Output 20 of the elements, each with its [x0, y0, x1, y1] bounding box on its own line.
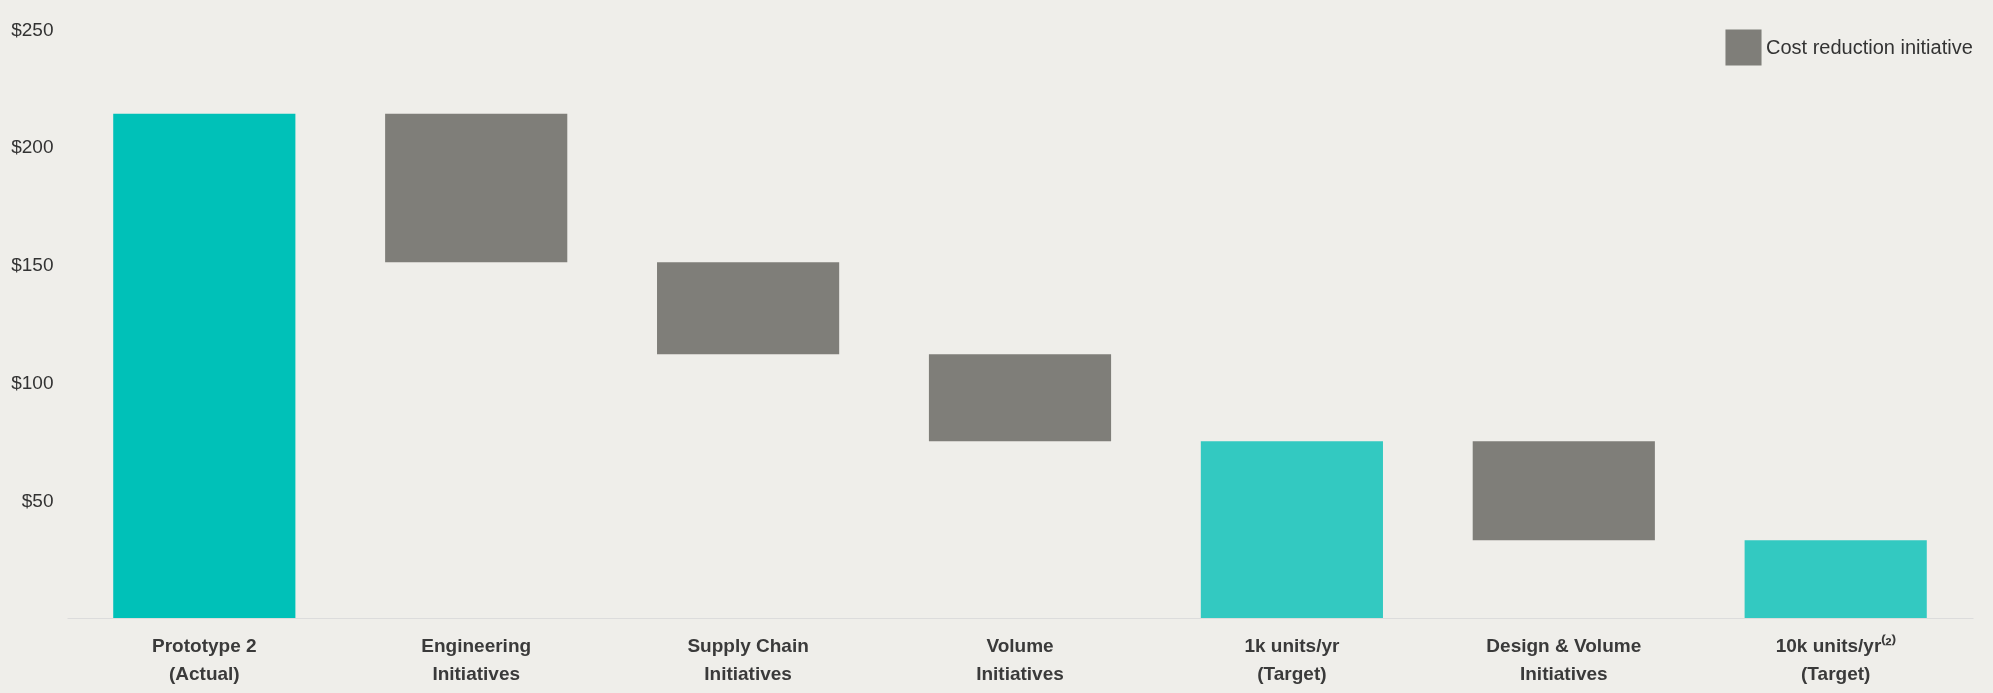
x-tick-label: Engineering Initiatives [421, 634, 532, 684]
legend-label: Cost reduction initiative [1766, 35, 1973, 58]
x-tick-label: Volume Initiatives [976, 634, 1064, 684]
x-tick-label: Supply Chain Initiatives [687, 634, 809, 684]
bar [113, 113, 296, 618]
bar [1744, 540, 1927, 618]
bar [385, 113, 568, 263]
bar [928, 354, 1112, 442]
y-tick-label: $200 [11, 136, 54, 158]
x-tick-label: 10k units/yr⁽²⁾ (Target) [1775, 633, 1896, 684]
y-tick-label: $100 [11, 371, 54, 393]
y-tick-label: $50 [21, 489, 54, 511]
bar [1472, 441, 1655, 541]
y-tick-label: $250 [11, 18, 54, 40]
bar [1200, 441, 1383, 618]
x-tick-label: Design & Volume Initiatives [1486, 634, 1642, 684]
bar [657, 262, 840, 355]
x-tick-label: 1k units/yr (Target) [1244, 634, 1341, 684]
x-tick-label: Prototype 2 (Actual) [152, 634, 257, 684]
y-tick-label: $150 [11, 254, 54, 276]
